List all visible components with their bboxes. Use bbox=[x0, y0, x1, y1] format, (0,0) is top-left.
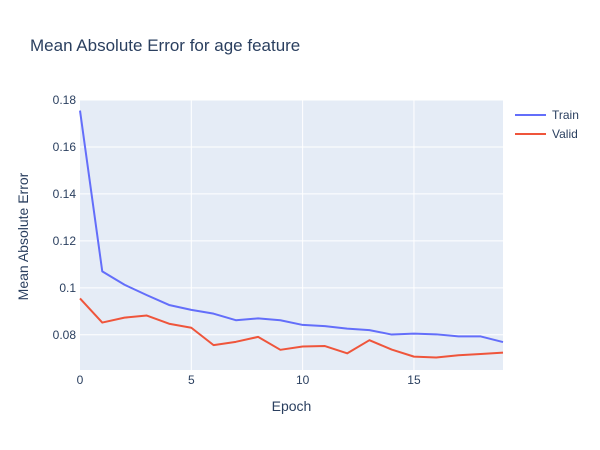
y-tick-label: 0.16 bbox=[53, 140, 77, 154]
x-axis-ticks: 0 5 10 15 bbox=[77, 373, 421, 387]
y-axis-title: Mean Absolute Error bbox=[15, 172, 31, 300]
series-lines bbox=[79, 110, 504, 359]
y-tick-label: 0.12 bbox=[53, 234, 77, 248]
x-tick-label: 5 bbox=[188, 373, 195, 387]
plot-area bbox=[80, 100, 503, 370]
legend-item-train[interactable]: Train bbox=[515, 108, 579, 122]
x-axis-title: Epoch bbox=[272, 398, 312, 414]
y-tick-label: 0.14 bbox=[53, 187, 77, 201]
series-line-valid bbox=[79, 297, 504, 359]
x-tick-label: 10 bbox=[296, 373, 310, 387]
legend-label: Train bbox=[552, 108, 579, 122]
series-line-train bbox=[79, 110, 504, 344]
y-tick-label: 0.18 bbox=[53, 93, 77, 107]
y-axis-ticks: 0.08 0.1 0.12 0.14 0.16 0.18 bbox=[53, 93, 77, 342]
y-tick-label: 0.1 bbox=[59, 281, 76, 295]
x-tick-label: 0 bbox=[77, 373, 84, 387]
legend-item-valid[interactable]: Valid bbox=[515, 127, 578, 141]
x-tick-label: 15 bbox=[407, 373, 421, 387]
y-tick-label: 0.08 bbox=[53, 328, 77, 342]
chart-title: Mean Absolute Error for age feature bbox=[30, 36, 300, 55]
legend[interactable]: Train Valid bbox=[515, 108, 579, 141]
legend-label: Valid bbox=[552, 127, 578, 141]
y-gridlines bbox=[80, 99, 503, 336]
